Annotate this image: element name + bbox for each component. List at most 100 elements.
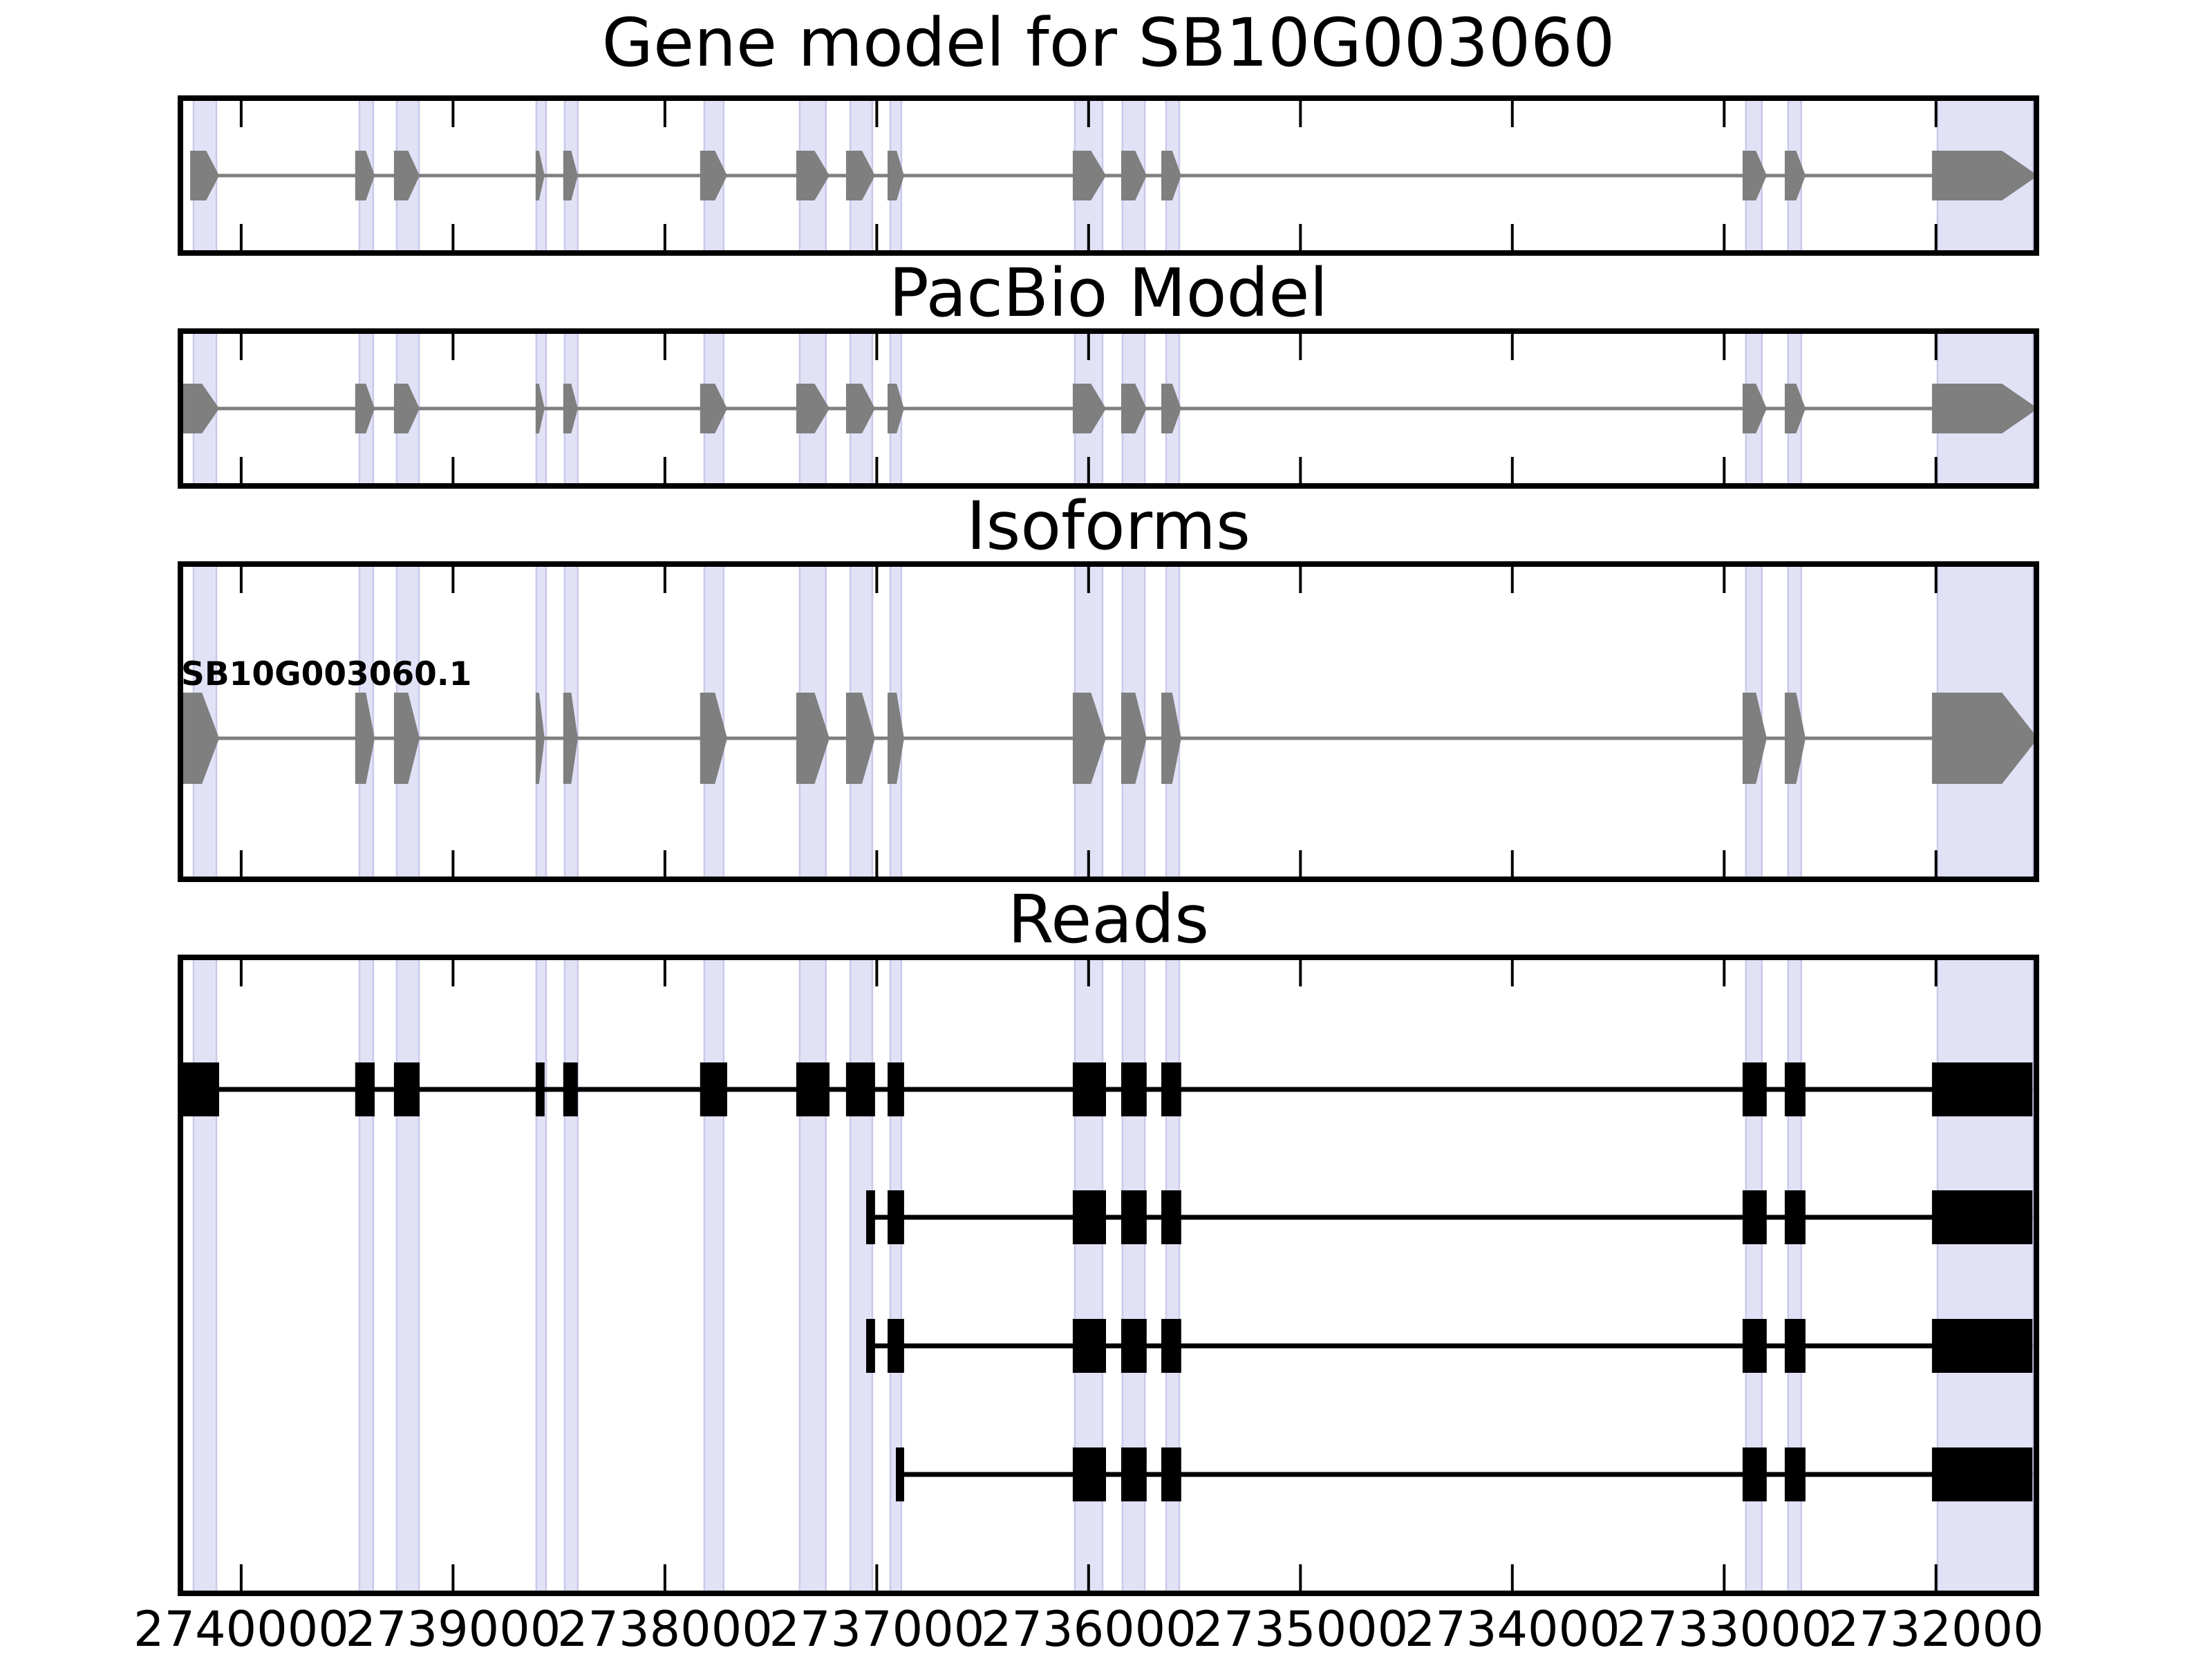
exon-arrow xyxy=(1784,693,1806,784)
exon-arrow xyxy=(563,693,578,784)
title-reads: Reads xyxy=(1007,881,1210,958)
x-tick-label: 2738000 xyxy=(557,1601,773,1658)
exon-arrow xyxy=(180,384,220,433)
exon-arrow xyxy=(1161,384,1181,433)
highlight-band xyxy=(192,957,218,1594)
x-tick-label: 2737000 xyxy=(769,1601,985,1658)
exon-arrow xyxy=(845,693,875,784)
exon-block xyxy=(1121,1319,1147,1373)
exon-block xyxy=(896,1447,904,1501)
exon-block xyxy=(1161,1319,1181,1373)
exon-block xyxy=(1121,1062,1147,1116)
exon-block xyxy=(1121,1447,1147,1501)
panel-border xyxy=(178,955,2039,1596)
exon-block xyxy=(888,1190,904,1244)
exon-arrow xyxy=(1784,151,1806,200)
exon-block xyxy=(1072,1447,1106,1501)
exon-block xyxy=(1931,1190,2033,1244)
isoform-name-label: SB10G003060.1 xyxy=(181,655,472,693)
title-gene-model: Gene model for SB10G003060 xyxy=(601,4,1615,82)
highlight-band xyxy=(358,957,375,1594)
exon-arrow xyxy=(700,693,727,784)
exon-block xyxy=(1784,1319,1806,1373)
exon-arrow xyxy=(796,151,830,200)
exon-arrow xyxy=(535,693,545,784)
exon-block xyxy=(866,1190,875,1244)
exon-arrow xyxy=(888,151,904,200)
exon-block xyxy=(1161,1062,1181,1116)
exon-block xyxy=(888,1319,904,1373)
title-isoforms: Isoforms xyxy=(966,487,1250,565)
exon-block xyxy=(1784,1190,1806,1244)
highlight-band xyxy=(798,957,827,1594)
exon-arrow xyxy=(1161,693,1181,784)
title-pacbio-model: PacBio Model xyxy=(888,254,1329,332)
exon-arrow xyxy=(1072,693,1106,784)
panel-gene-model xyxy=(178,95,2039,256)
exon-arrow xyxy=(535,384,545,433)
exon-arrow xyxy=(888,384,904,433)
exon-block xyxy=(355,1062,375,1116)
exon-block xyxy=(796,1062,830,1116)
exon-arrow xyxy=(355,693,375,784)
exon-block xyxy=(1072,1062,1106,1116)
highlight-band xyxy=(395,957,420,1594)
exon-block xyxy=(1931,1319,2033,1373)
x-tick-label: 2740000 xyxy=(133,1601,349,1658)
exon-block xyxy=(1742,1319,1767,1373)
highlight-band xyxy=(703,957,725,1594)
exon-arrow xyxy=(1072,384,1106,433)
exon-arrow xyxy=(1072,151,1106,200)
highlight-band xyxy=(535,957,547,1594)
exon-arrow xyxy=(845,151,875,200)
exon-block xyxy=(1931,1447,2033,1501)
exon-arrow xyxy=(535,151,545,200)
exon-block xyxy=(1742,1190,1767,1244)
exon-block xyxy=(1742,1062,1767,1116)
exon-arrow xyxy=(888,693,904,784)
exon-block xyxy=(1161,1447,1181,1501)
highlight-band xyxy=(849,957,874,1594)
exon-block xyxy=(1072,1190,1106,1244)
exon-arrow xyxy=(563,151,578,200)
x-tick-label: 2739000 xyxy=(345,1601,561,1658)
exon-arrow xyxy=(1931,151,2038,200)
panel-border xyxy=(178,95,2039,256)
exon-arrow xyxy=(1161,151,1181,200)
pacbio-model-track-svg xyxy=(178,328,2039,489)
exon-block xyxy=(1931,1062,2033,1116)
panel-border xyxy=(178,328,2039,489)
exon-arrow xyxy=(796,384,830,433)
exon-block xyxy=(888,1062,904,1116)
x-tick-label: 2733000 xyxy=(1616,1601,1833,1658)
exon-arrow xyxy=(180,693,220,784)
reads-track-svg xyxy=(178,955,2039,1596)
exon-arrow xyxy=(1784,384,1806,433)
gene-model-track-svg xyxy=(178,95,2039,256)
exon-arrow xyxy=(1931,693,2038,784)
exon-arrow xyxy=(1121,151,1147,200)
exon-block xyxy=(563,1062,578,1116)
exon-arrow xyxy=(393,693,420,784)
exon-arrow xyxy=(355,151,375,200)
exon-block xyxy=(182,1062,219,1116)
x-tick-label: 2735000 xyxy=(1192,1601,1409,1658)
exon-arrow xyxy=(1931,384,2038,433)
exon-block xyxy=(1784,1062,1806,1116)
exon-arrow xyxy=(1121,384,1147,433)
x-tick-label: 2736000 xyxy=(980,1601,1197,1658)
exon-arrow xyxy=(1742,384,1767,433)
exon-block xyxy=(1742,1447,1767,1501)
panel-pacbio-model xyxy=(178,328,2039,489)
panel-border xyxy=(178,561,2039,882)
exon-arrow xyxy=(845,384,875,433)
exon-block xyxy=(1784,1447,1806,1501)
exon-block xyxy=(535,1062,545,1116)
x-tick-label: 2732000 xyxy=(1828,1601,2044,1658)
exon-block xyxy=(1161,1190,1181,1244)
exon-arrow xyxy=(1121,693,1147,784)
exon-arrow xyxy=(700,151,727,200)
panel-reads xyxy=(178,955,2039,1596)
exon-arrow xyxy=(1742,693,1767,784)
